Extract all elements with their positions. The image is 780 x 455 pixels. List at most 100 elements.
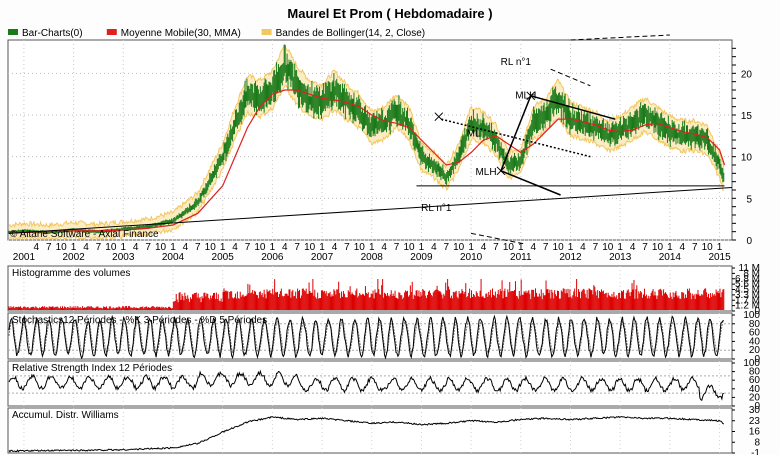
- xaxis-month-tick: 1: [568, 242, 574, 253]
- xaxis-month-tick: 10: [105, 242, 117, 253]
- stochastics-ytick-0: 0: [754, 354, 760, 365]
- annotation-label-3: ML: [467, 129, 481, 140]
- xaxis-month-tick: 7: [543, 242, 549, 253]
- xaxis-year-10: 2011: [510, 252, 532, 263]
- xaxis-month-tick: 4: [133, 242, 139, 253]
- xaxis-month-tick: 10: [553, 242, 565, 253]
- price-ytick-1: 5: [746, 194, 752, 205]
- xaxis-month-tick: 7: [642, 242, 648, 253]
- volume-ytick-3: 3.3 M: [735, 290, 760, 301]
- xaxis-year-6: 2007: [311, 252, 334, 263]
- rsi-ytick-0: 0: [754, 401, 760, 412]
- xaxis-month-tick: 4: [680, 242, 686, 253]
- xaxis-month-tick: 4: [183, 242, 189, 253]
- pivot-marker-0: [434, 112, 444, 122]
- xaxis-month-tick: 10: [56, 242, 68, 253]
- xaxis-month-tick: 10: [602, 242, 614, 253]
- xaxis-month-tick: 1: [468, 242, 474, 253]
- xaxis-month-tick: 7: [692, 242, 698, 253]
- copyright-label: © Aitane Software - Axial Finance: [10, 229, 159, 240]
- legend-swatch-0: [8, 29, 18, 35]
- xaxis-month-tick: 4: [630, 242, 636, 253]
- williams-ytick-0: -1: [751, 448, 760, 455]
- pitchfork-handle: [500, 95, 532, 172]
- pitchfork-upper: [530, 95, 616, 120]
- xaxis-month-tick: 4: [34, 242, 40, 253]
- xaxis-month-tick: 1: [270, 242, 276, 253]
- volume-ytick-6: 6.8 M: [735, 274, 760, 285]
- bollinger-lower-line: [8, 85, 724, 240]
- stochastics-ytick-3: 60: [749, 328, 761, 339]
- median-line-dotted: [441, 118, 591, 158]
- xaxis-year-11: 2012: [559, 252, 582, 263]
- stochastics-ytick-2: 40: [749, 336, 761, 347]
- stochastics-ytick-1: 20: [749, 345, 761, 356]
- xaxis-year-0: 2001: [13, 252, 36, 263]
- chart-title: Maurel Et Prom ( Hebdomadaire ): [287, 6, 492, 21]
- williams-ytick-4: 30: [749, 405, 761, 416]
- xaxis-month-tick: 1: [220, 242, 226, 253]
- xaxis-month-tick: 1: [170, 242, 176, 253]
- pivot-marker-1: [496, 166, 506, 176]
- price-ytick-4: 20: [741, 69, 753, 80]
- legend-label-0: Bar-Charts(0): [22, 28, 83, 39]
- xaxis-month-tick: 7: [46, 242, 52, 253]
- xaxis-month-tick: 4: [83, 242, 89, 253]
- xaxis-year-8: 2009: [410, 252, 433, 263]
- price-ytick-2: 10: [741, 153, 753, 164]
- rl-upper-dashed: [550, 68, 591, 87]
- rsi-ytick-2: 40: [749, 384, 761, 395]
- xaxis-month-tick: 7: [96, 242, 102, 253]
- pitchfork-lower: [500, 170, 561, 196]
- moving-average-line: [8, 89, 726, 234]
- xaxis-month-tick: 10: [652, 242, 664, 253]
- xaxis-month-tick: 4: [481, 242, 487, 253]
- legend-label-2: Bandes de Bollinger(14, 2, Close): [276, 28, 426, 39]
- pivot-marker-2: [526, 91, 536, 101]
- volume-ytick-8: 11 M: [739, 263, 761, 274]
- rsi-panel-frame: [7, 360, 733, 407]
- xaxis-month-tick: 7: [294, 242, 300, 253]
- xaxis-month-tick: 10: [205, 242, 217, 253]
- xaxis-month-tick: 10: [403, 242, 415, 253]
- williams-ytick-1: 8: [754, 437, 760, 448]
- xaxis-month-tick: 1: [71, 242, 77, 253]
- xaxis-year-9: 2010: [460, 252, 483, 263]
- volume-bars: [8, 279, 725, 310]
- legend: Bar-Charts(0) Moyenne Mobile(30, MMA) Band…: [8, 28, 425, 39]
- xaxis-year-4: 2005: [212, 252, 235, 263]
- long-term-support-line: [8, 187, 733, 234]
- legend-swatch-2: [261, 29, 272, 35]
- xaxis-month-tick: 7: [344, 242, 350, 253]
- xaxis-year-13: 2014: [659, 252, 682, 263]
- xaxis-month-tick: 10: [702, 242, 714, 253]
- williams-ad-line: [8, 415, 725, 453]
- xaxis-month-tick: 4: [332, 242, 338, 253]
- rsi-ytick-3: 60: [749, 375, 761, 386]
- legend-swatch-1: [106, 29, 117, 35]
- stochastics-ytick-5: 100: [743, 310, 760, 321]
- stoch-k-line: [8, 314, 724, 360]
- volume-title: Histogramme des volumes: [12, 268, 130, 279]
- xaxis-month-tick: 7: [245, 242, 251, 253]
- rsi-ytick-4: 80: [749, 367, 761, 378]
- stochastics-title: Stochastics12 Périodes - %K 3 Périodes -…: [12, 315, 267, 326]
- volume-ytick-2: 1.7 M: [735, 295, 760, 306]
- xaxis-month-tick: 7: [493, 242, 499, 253]
- xaxis-month-tick: 1: [717, 242, 723, 253]
- xaxis-month-tick: 1: [667, 242, 673, 253]
- xaxis-month-tick: 1: [121, 242, 127, 253]
- rsi-ytick-5: 100: [743, 358, 760, 369]
- xaxis-month-tick: 1: [369, 242, 375, 253]
- stochastics-ytick-4: 80: [749, 319, 761, 330]
- bollinger-upper-line: [8, 44, 725, 229]
- williams-title: Accumul. Distr. Williams: [12, 410, 119, 421]
- xaxis-month-tick: 1: [319, 242, 325, 253]
- xaxis-year-2: 2003: [112, 252, 135, 263]
- price-ytick-0: 0: [746, 236, 752, 247]
- price-ytick-3: 15: [741, 111, 753, 122]
- xaxis-month-tick: 10: [254, 242, 266, 253]
